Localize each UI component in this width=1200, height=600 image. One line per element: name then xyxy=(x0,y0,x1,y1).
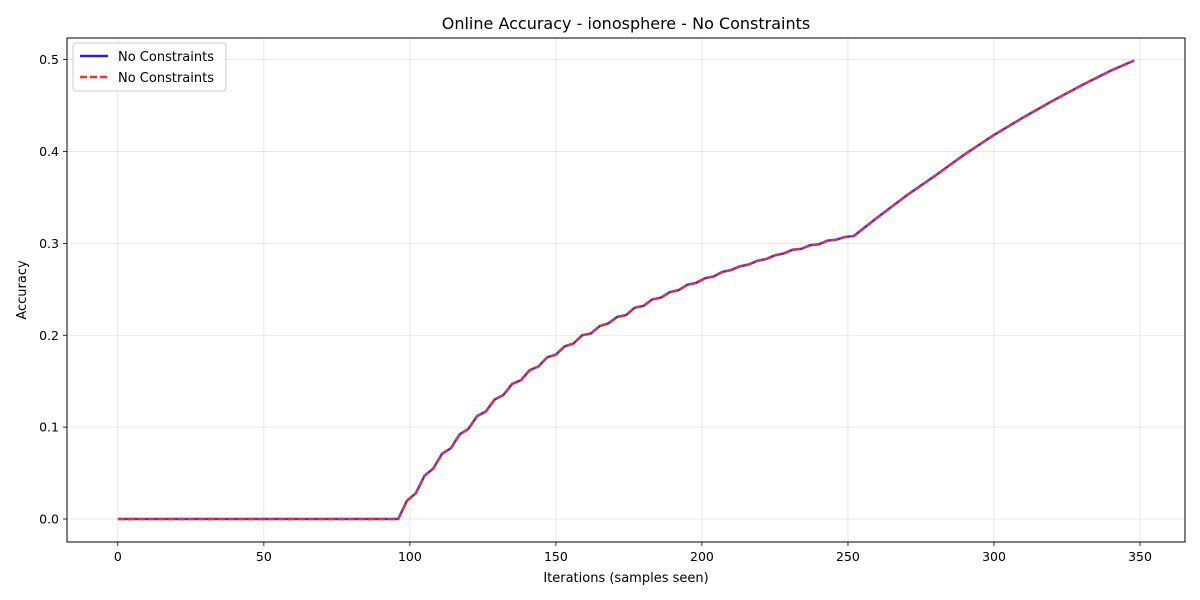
y-axis-label: Accuracy xyxy=(15,260,30,320)
y-tick-label: 0.0 xyxy=(39,512,59,527)
y-tick-label: 0.5 xyxy=(39,52,59,67)
series-line-2-dashed xyxy=(117,59,1135,521)
y-tick-label: 0.3 xyxy=(39,236,59,251)
x-tick-label: 350 xyxy=(1128,549,1152,564)
legend-box xyxy=(72,42,227,92)
x-tick-label: 300 xyxy=(982,549,1006,564)
chart-title: Online Accuracy - ionosphere - No Constr… xyxy=(442,14,810,33)
x-tick-label: 200 xyxy=(690,549,714,564)
x-tick-label: 50 xyxy=(256,549,272,564)
y-axis-ticks: 0.0 0.1 0.2 0.3 0.4 0.5 xyxy=(39,52,67,527)
y-tick-label: 0.4 xyxy=(39,144,59,159)
x-tick-label: 150 xyxy=(544,549,568,564)
x-tick-label: 250 xyxy=(836,549,860,564)
y-tick-label: 0.2 xyxy=(39,328,59,343)
x-axis-label: Iterations (samples seen) xyxy=(543,571,708,586)
grid-lines xyxy=(67,38,1185,542)
legend-label-series-1: No Constraints xyxy=(118,50,214,65)
series-line-1-solid xyxy=(117,59,1135,521)
y-tick-label: 0.1 xyxy=(39,420,59,435)
x-tick-label: 0 xyxy=(114,549,122,564)
series-layer xyxy=(117,59,1135,521)
x-axis-ticks: 0 50 100 150 200 250 300 350 xyxy=(114,542,1152,564)
x-tick-label: 100 xyxy=(398,549,422,564)
plot-frame xyxy=(66,37,1186,543)
legend-label-series-2: No Constraints xyxy=(118,71,214,86)
legend: No Constraints No Constraints xyxy=(72,42,227,92)
